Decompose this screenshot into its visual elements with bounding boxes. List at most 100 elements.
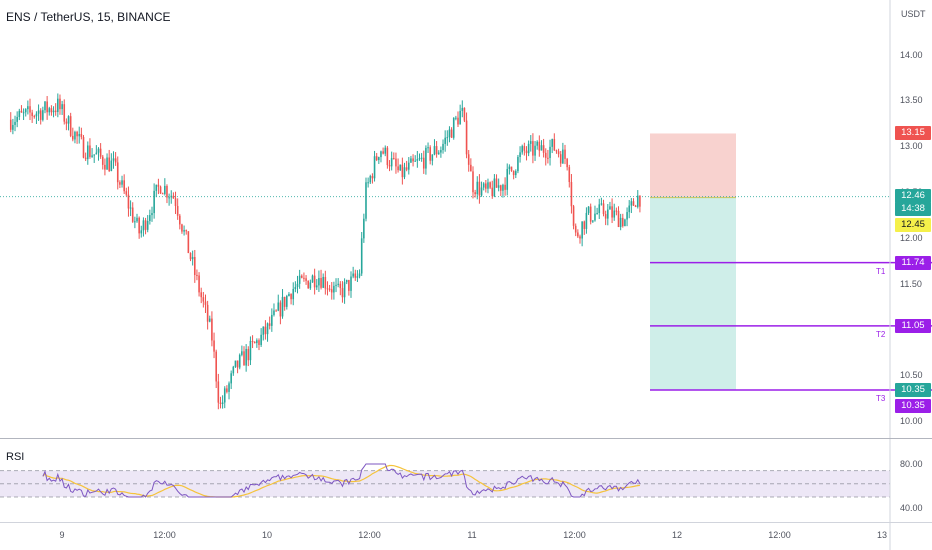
candle-body (82, 137, 85, 158)
candle-body (37, 110, 40, 114)
candle-body (405, 167, 408, 170)
candle-body (495, 178, 498, 188)
candle-body (328, 288, 331, 290)
candle-body (33, 116, 36, 118)
target1-price-label: 11.74 (895, 255, 931, 270)
candle-body (508, 166, 511, 169)
candle-body (600, 203, 603, 205)
candle-body (286, 296, 288, 307)
candle-body (487, 182, 489, 189)
candle-body (260, 334, 262, 345)
candle-body (206, 304, 209, 322)
candle-body (228, 383, 230, 392)
candle-body (294, 287, 297, 289)
candle-body (602, 203, 605, 215)
candle-body (410, 158, 412, 163)
target2-tag: T2 (876, 329, 886, 339)
candle-body (123, 180, 125, 192)
candle-body (626, 212, 628, 220)
candle-body (29, 106, 31, 113)
candle-body (521, 146, 524, 153)
candle-body (504, 184, 506, 190)
candle-body (585, 212, 588, 229)
candle-body (348, 280, 350, 291)
rsi-label[interactable]: RSI (6, 451, 25, 463)
candle-body (568, 167, 571, 183)
candle-body (326, 288, 329, 290)
candle-body (22, 112, 25, 114)
candle-body (46, 101, 48, 113)
candle-body (155, 184, 158, 191)
candle-body (463, 107, 466, 121)
target3-price-label: 10.35 (895, 382, 931, 397)
symbol-title[interactable]: ENS / TetherUS, 15, BINANCE (6, 10, 171, 24)
candle-body (427, 147, 429, 149)
candle-body (166, 185, 168, 198)
candle-body (74, 131, 76, 140)
candle-body (125, 191, 128, 195)
candle-body (247, 348, 250, 361)
candle-body (191, 257, 194, 260)
candle-body (354, 273, 357, 278)
candle-body (275, 310, 277, 312)
candle-body (12, 124, 14, 130)
candle-body (243, 351, 245, 366)
candle-body (382, 151, 384, 154)
candle-body (510, 166, 513, 171)
candle-body (482, 183, 485, 188)
candle-body (356, 276, 359, 278)
candle-body (262, 326, 265, 335)
candle-body (330, 289, 333, 293)
target2-price-label: 11.05 (895, 318, 931, 333)
candle-body (517, 156, 519, 172)
candle-body (78, 133, 81, 137)
candle-body (476, 181, 479, 195)
candle-body (185, 230, 188, 232)
candle-body (213, 340, 215, 352)
candle-body (138, 217, 140, 234)
candle-body (634, 205, 637, 207)
candle-body (562, 149, 564, 164)
rsi-pane[interactable] (0, 463, 890, 498)
candle-body (298, 275, 301, 284)
candle-body (373, 156, 376, 179)
candle-body (470, 164, 472, 172)
position-zones[interactable] (0, 133, 890, 390)
candle-body (519, 152, 521, 157)
target3-tag: T3 (876, 393, 886, 403)
candle-body (176, 205, 179, 216)
candle-body (63, 104, 66, 122)
candle-body (189, 253, 192, 260)
candle-body (465, 120, 468, 155)
candle-body (234, 360, 237, 367)
price-candles[interactable] (9, 93, 641, 410)
candle-body (393, 158, 395, 160)
candle-body (630, 201, 633, 206)
candle-body (200, 292, 203, 298)
candle-body (50, 108, 53, 113)
currency-label: USDT (901, 9, 926, 19)
candle-body (455, 117, 457, 119)
candle-body (371, 176, 374, 179)
candle-body (245, 348, 247, 366)
candle-body (119, 182, 121, 185)
price-tick-label: 10.50 (900, 370, 923, 381)
candle-body (157, 184, 160, 187)
candle-body (636, 195, 639, 207)
candle-body (369, 176, 372, 183)
candle-body (296, 283, 299, 288)
candle-body (44, 101, 46, 111)
candle-body (179, 215, 181, 225)
target-lines[interactable] (650, 261, 932, 391)
candle-body (613, 210, 616, 218)
candle-body (320, 277, 322, 288)
candle-body (290, 294, 292, 300)
candle-body (114, 158, 117, 163)
candle-body (557, 151, 560, 155)
candle-body (442, 143, 444, 151)
candle-body (598, 204, 601, 214)
candle-body (292, 288, 295, 300)
candle-body (493, 178, 496, 197)
candle-body (221, 402, 224, 404)
